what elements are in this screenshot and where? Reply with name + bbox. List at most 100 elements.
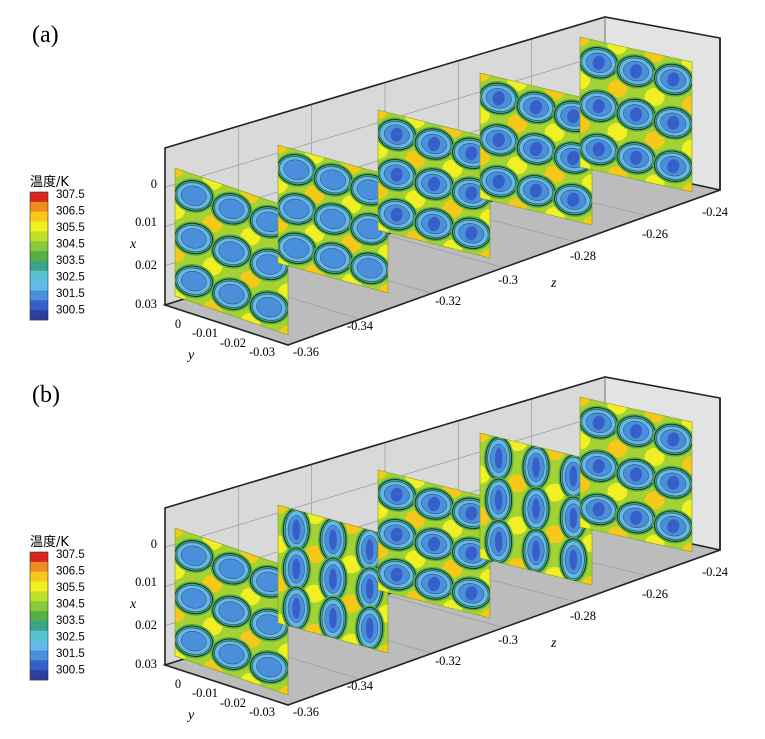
z-tick-label: -0.3 bbox=[498, 273, 518, 287]
legend-tick-label: 300.5 bbox=[56, 305, 85, 317]
warm-region bbox=[278, 326, 288, 335]
y-tick-label: 0 bbox=[175, 317, 181, 331]
cold-spot bbox=[652, 422, 692, 457]
y-axis-label: y bbox=[186, 348, 195, 363]
cold-spot bbox=[175, 221, 215, 256]
warm-region bbox=[644, 88, 665, 106]
x-tick-label: 0.03 bbox=[135, 657, 157, 671]
cold-spot bbox=[312, 162, 354, 197]
panel-label: (b) bbox=[32, 382, 60, 408]
warm-region bbox=[378, 644, 388, 653]
warm-region bbox=[607, 123, 628, 141]
slice-edge bbox=[479, 72, 593, 226]
cold-spot bbox=[615, 97, 657, 132]
cold-spot bbox=[248, 290, 288, 325]
cold-spot bbox=[580, 45, 620, 80]
warm-region bbox=[580, 114, 590, 133]
slice-edge bbox=[277, 504, 389, 654]
legend-swatch bbox=[30, 231, 48, 242]
y-tick-label: -0.03 bbox=[249, 345, 275, 359]
cold-spot bbox=[450, 216, 490, 251]
cold-spot bbox=[515, 131, 557, 167]
cold-spot bbox=[210, 191, 253, 226]
cold-spot bbox=[558, 536, 589, 583]
cold-spot bbox=[312, 201, 354, 237]
legend-tick-label: 304.5 bbox=[56, 599, 85, 611]
cold-spot bbox=[281, 506, 312, 553]
slice-edge bbox=[174, 527, 289, 696]
legend-frame bbox=[29, 191, 49, 321]
legend-tick-label: 306.5 bbox=[56, 566, 85, 578]
cold-spot bbox=[483, 518, 514, 565]
warm-region bbox=[607, 79, 628, 98]
cold-spot bbox=[413, 486, 455, 522]
slice-z--0.27 bbox=[479, 72, 593, 226]
warm-region bbox=[682, 183, 692, 192]
legend-swatch bbox=[30, 620, 48, 632]
cold-spot bbox=[378, 517, 418, 552]
cold-spot bbox=[175, 624, 215, 659]
legend-swatch bbox=[30, 650, 48, 661]
cold-spot bbox=[652, 62, 692, 97]
cold-spot bbox=[480, 81, 520, 116]
warm-region bbox=[175, 168, 185, 177]
cold-spot bbox=[450, 576, 490, 611]
cold-spot bbox=[521, 486, 551, 532]
legend-swatch bbox=[30, 290, 48, 301]
cold-spot bbox=[413, 126, 455, 162]
slice-edge bbox=[579, 36, 693, 193]
cold-spot bbox=[278, 152, 318, 187]
cold-spot bbox=[378, 157, 418, 192]
slice-edge bbox=[377, 469, 491, 619]
cold-spot bbox=[318, 556, 348, 602]
cold-spot bbox=[278, 231, 318, 266]
slice-z--0.24 bbox=[579, 396, 693, 553]
slice-edge bbox=[479, 432, 593, 586]
cold-spot bbox=[483, 477, 514, 523]
warm-region bbox=[682, 96, 692, 115]
legend-swatch bbox=[30, 211, 48, 222]
legend-tick-label: 303.5 bbox=[56, 255, 85, 267]
legend-swatch bbox=[30, 201, 48, 212]
cold-spot bbox=[580, 89, 620, 124]
cold-spot bbox=[175, 581, 215, 616]
cold-spot bbox=[354, 605, 385, 652]
legend-tick-label: 306.5 bbox=[56, 206, 85, 218]
cold-spot bbox=[580, 132, 620, 167]
z-tick-label: -0.36 bbox=[293, 705, 319, 719]
y-tick-label: -0.02 bbox=[220, 696, 246, 710]
legend-swatch bbox=[30, 241, 48, 252]
slices bbox=[174, 36, 693, 336]
warm-region bbox=[682, 499, 692, 518]
legend-title: 温度/K bbox=[30, 174, 69, 190]
cold-spot bbox=[413, 166, 455, 202]
y-tick-label: -0.02 bbox=[220, 336, 246, 350]
cold-spot bbox=[580, 405, 620, 440]
legend-swatch bbox=[30, 611, 48, 622]
slice-edge bbox=[579, 396, 693, 553]
legend-swatch bbox=[30, 280, 48, 291]
cold-spot bbox=[480, 164, 520, 199]
warm-region bbox=[480, 73, 490, 82]
cold-spot bbox=[615, 457, 657, 492]
warm-region bbox=[682, 456, 692, 475]
warm-region bbox=[480, 465, 490, 484]
warm-region bbox=[544, 525, 565, 544]
cold-spot bbox=[521, 527, 551, 574]
legend-tick-label: 300.5 bbox=[56, 665, 85, 677]
cold-spot bbox=[652, 105, 692, 140]
cold-spot bbox=[281, 546, 312, 592]
legend-tick-label: 302.5 bbox=[56, 272, 85, 284]
z-tick-label: -0.36 bbox=[293, 345, 319, 359]
warm-region bbox=[378, 284, 388, 293]
y-tick-label: -0.01 bbox=[192, 326, 218, 340]
slice-z--0.36 bbox=[174, 167, 289, 336]
legend-swatch bbox=[30, 561, 48, 572]
y-tick-label: -0.03 bbox=[249, 705, 275, 719]
warm-region bbox=[480, 433, 490, 442]
cold-spot bbox=[378, 117, 418, 152]
legend-tick-label: 302.5 bbox=[56, 632, 85, 644]
panel-b: (b) 0 0.01 0.02 0.03 x 0 -0.01-0.02-0.03 y -0.36 -… bbox=[29, 376, 729, 723]
